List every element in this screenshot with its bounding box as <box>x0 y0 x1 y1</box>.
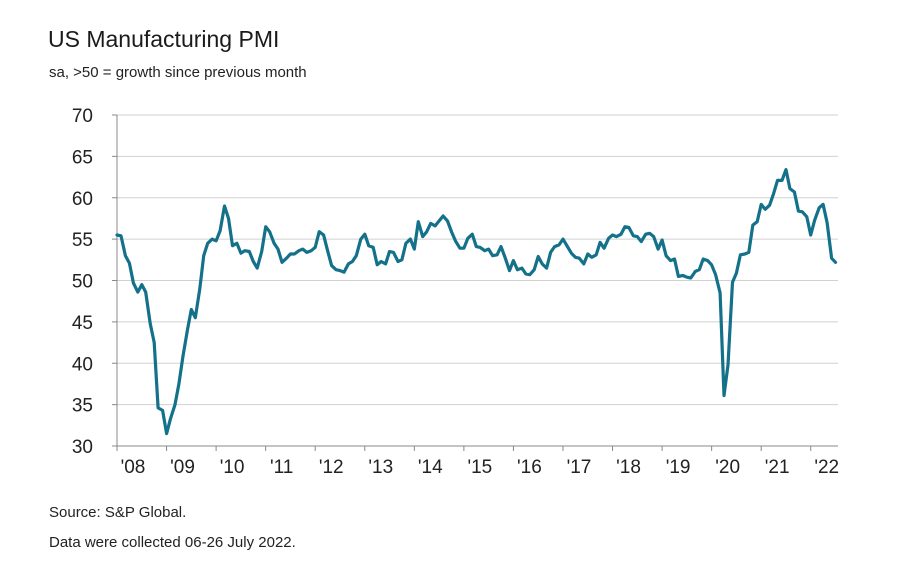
x-tick-label-2008: '08 <box>121 457 146 478</box>
y-tick-label-60: 60 <box>72 189 93 210</box>
x-axis-ticks: '08 '09 '10 '11 '12 '13 '14 '15 '16 '17 '18 '19 '20 '… <box>116 446 839 478</box>
x-tick-label-2014: '14 <box>418 457 443 478</box>
chart-title: US Manufacturing PMI <box>48 26 280 52</box>
y-tick-label-45: 45 <box>72 313 93 334</box>
x-tick-label-2009: '09 <box>170 457 195 478</box>
x-tick-label-2018: '18 <box>616 457 641 478</box>
y-tick-label-35: 35 <box>72 396 93 417</box>
y-tick-label-65: 65 <box>72 147 93 168</box>
series-line-pmi <box>115 168 838 436</box>
x-tick-label-2013: '13 <box>368 457 393 478</box>
x-tick-label-2021: '21 <box>765 457 790 478</box>
y-axis-ticks: 30 35 40 45 50 55 60 65 70 <box>72 106 117 458</box>
series-group <box>115 168 838 436</box>
y-tick-label-50: 50 <box>72 272 93 293</box>
collection-note: Data were collected 06-26 July 2022. <box>49 534 296 551</box>
y-tick-label-30: 30 <box>72 437 93 458</box>
source-note: Source: S&P Global. <box>49 504 187 521</box>
gridlines <box>117 114 838 406</box>
x-tick-label-2010: '10 <box>220 457 245 478</box>
y-tick-label-40: 40 <box>72 354 93 375</box>
x-tick-label-2016: '16 <box>517 457 542 478</box>
x-tick-label-2017: '17 <box>567 457 592 478</box>
x-tick-label-2012: '12 <box>319 457 344 478</box>
chart-subtitle: sa, >50 = growth since previous month <box>49 64 307 81</box>
y-tick-label-70: 70 <box>72 106 93 127</box>
x-tick-label-2011: '11 <box>270 457 293 478</box>
x-tick-label-2015: '15 <box>467 457 492 478</box>
axes <box>116 115 838 447</box>
x-tick-label-2019: '19 <box>666 457 691 478</box>
x-tick-label-2020: '20 <box>715 457 740 478</box>
y-tick-label-55: 55 <box>72 230 93 251</box>
x-tick-label-2022: '22 <box>814 457 839 478</box>
